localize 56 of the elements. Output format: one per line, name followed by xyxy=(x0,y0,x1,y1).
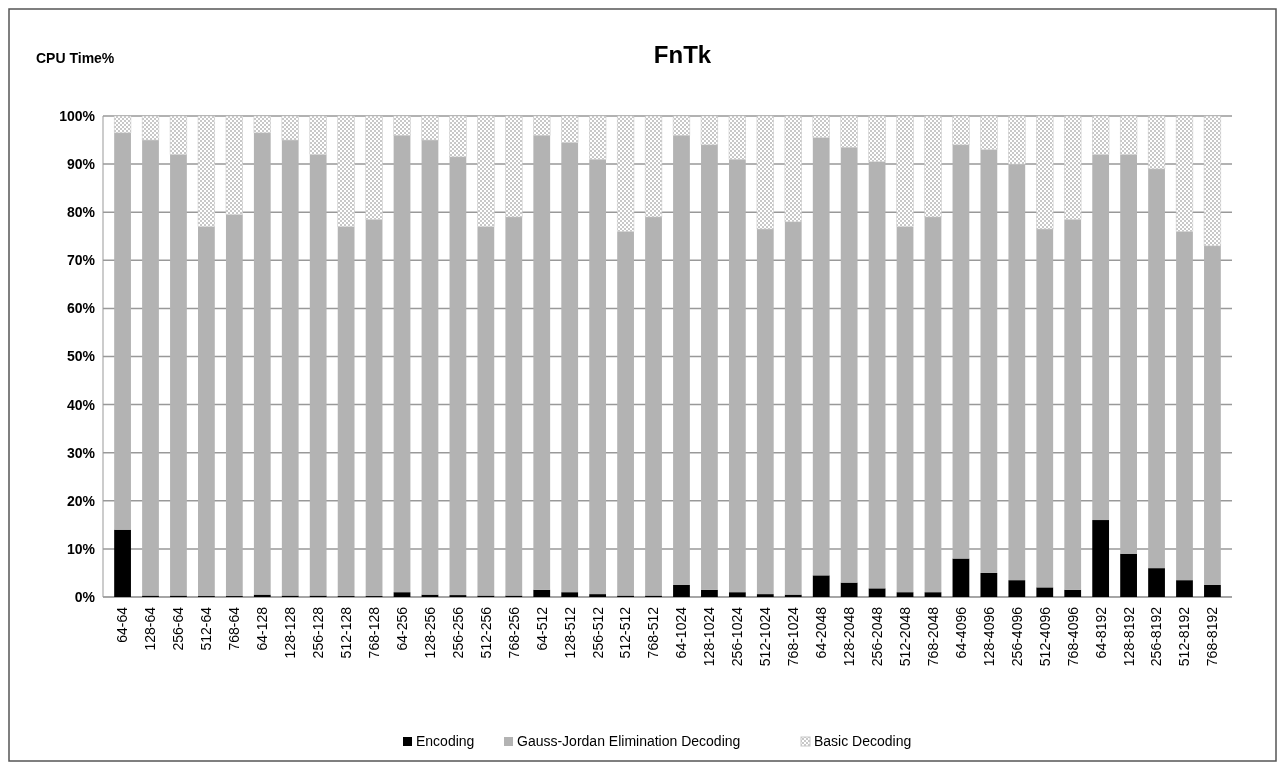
x-tick-label: 256-64 xyxy=(170,606,187,651)
x-tick-label: 768-8192 xyxy=(1204,606,1221,667)
x-tick-label: 128-256 xyxy=(421,606,438,659)
x-tick-label: 64-1024 xyxy=(673,606,690,659)
x-tick-label: 128-128 xyxy=(282,606,299,659)
x-tick-label: 64-8192 xyxy=(1092,606,1109,659)
x-tick-label: 512-64 xyxy=(198,606,215,651)
y-tick-label: 80% xyxy=(66,204,96,221)
x-tick-label: 256-2048 xyxy=(868,606,885,667)
x-tick-label: 64-2048 xyxy=(813,606,830,659)
x-tick-label: 256-4096 xyxy=(1008,606,1025,667)
x-tick-label: 128-8192 xyxy=(1120,606,1137,667)
y-tick-label: 0% xyxy=(74,588,96,605)
x-tick-label: 64-128 xyxy=(254,606,271,651)
x-tick-label: 512-2048 xyxy=(896,606,913,667)
x-tick-label: 512-1024 xyxy=(757,606,774,667)
x-tick-label: 768-512 xyxy=(645,606,662,659)
x-tick-label: 512-512 xyxy=(617,606,634,659)
y-tick-label: 30% xyxy=(66,444,96,461)
y-axis-title: CPU Time% xyxy=(36,50,115,66)
x-tick-label: 256-1024 xyxy=(729,606,746,667)
x-tick-label: 128-64 xyxy=(142,606,159,651)
y-tick-label: 20% xyxy=(66,492,96,509)
x-tick-label: 512-256 xyxy=(477,606,494,659)
y-tick-label: 100% xyxy=(59,107,96,124)
x-tick-label: 256-8192 xyxy=(1148,606,1165,667)
x-tick-label: 512-4096 xyxy=(1036,606,1053,667)
legend-label: Encoding xyxy=(416,733,475,749)
x-tick-label: 64-512 xyxy=(533,606,550,651)
y-tick-label: 40% xyxy=(66,396,96,413)
x-tick-label: 256-512 xyxy=(589,606,606,659)
x-tick-label: 256-256 xyxy=(449,606,466,659)
x-tick-label: 768-2048 xyxy=(924,606,941,667)
x-tick-label: 256-128 xyxy=(310,606,327,659)
x-tick-label: 128-512 xyxy=(561,606,578,659)
x-tick-label: 768-128 xyxy=(365,606,382,659)
y-tick-label: 70% xyxy=(66,252,96,269)
x-tick-label: 64-256 xyxy=(393,606,410,651)
y-tick-label: 60% xyxy=(66,300,96,317)
legend-label: Gauss-Jordan Elimination Decoding xyxy=(517,733,741,749)
y-tick-label: 50% xyxy=(66,348,96,365)
x-tick-label: 768-1024 xyxy=(785,606,802,667)
x-tick-label: 128-4096 xyxy=(980,606,997,667)
legend-label: Basic Decoding xyxy=(814,733,912,749)
x-tick-label: 768-256 xyxy=(505,606,522,659)
x-tick-label: 64-4096 xyxy=(952,606,969,659)
x-tick-label: 512-8192 xyxy=(1176,606,1193,667)
x-tick-label: 512-128 xyxy=(338,606,355,659)
x-tick-label: 768-64 xyxy=(226,606,243,651)
x-tick-label: 64-64 xyxy=(114,606,131,643)
y-tick-label: 10% xyxy=(66,540,96,557)
x-tick-label: 128-2048 xyxy=(841,606,858,667)
x-tick-label: 768-4096 xyxy=(1064,606,1081,667)
y-tick-label: 90% xyxy=(66,156,96,172)
chart-title: FnTk xyxy=(653,41,712,68)
x-tick-label: 128-1024 xyxy=(701,606,718,667)
